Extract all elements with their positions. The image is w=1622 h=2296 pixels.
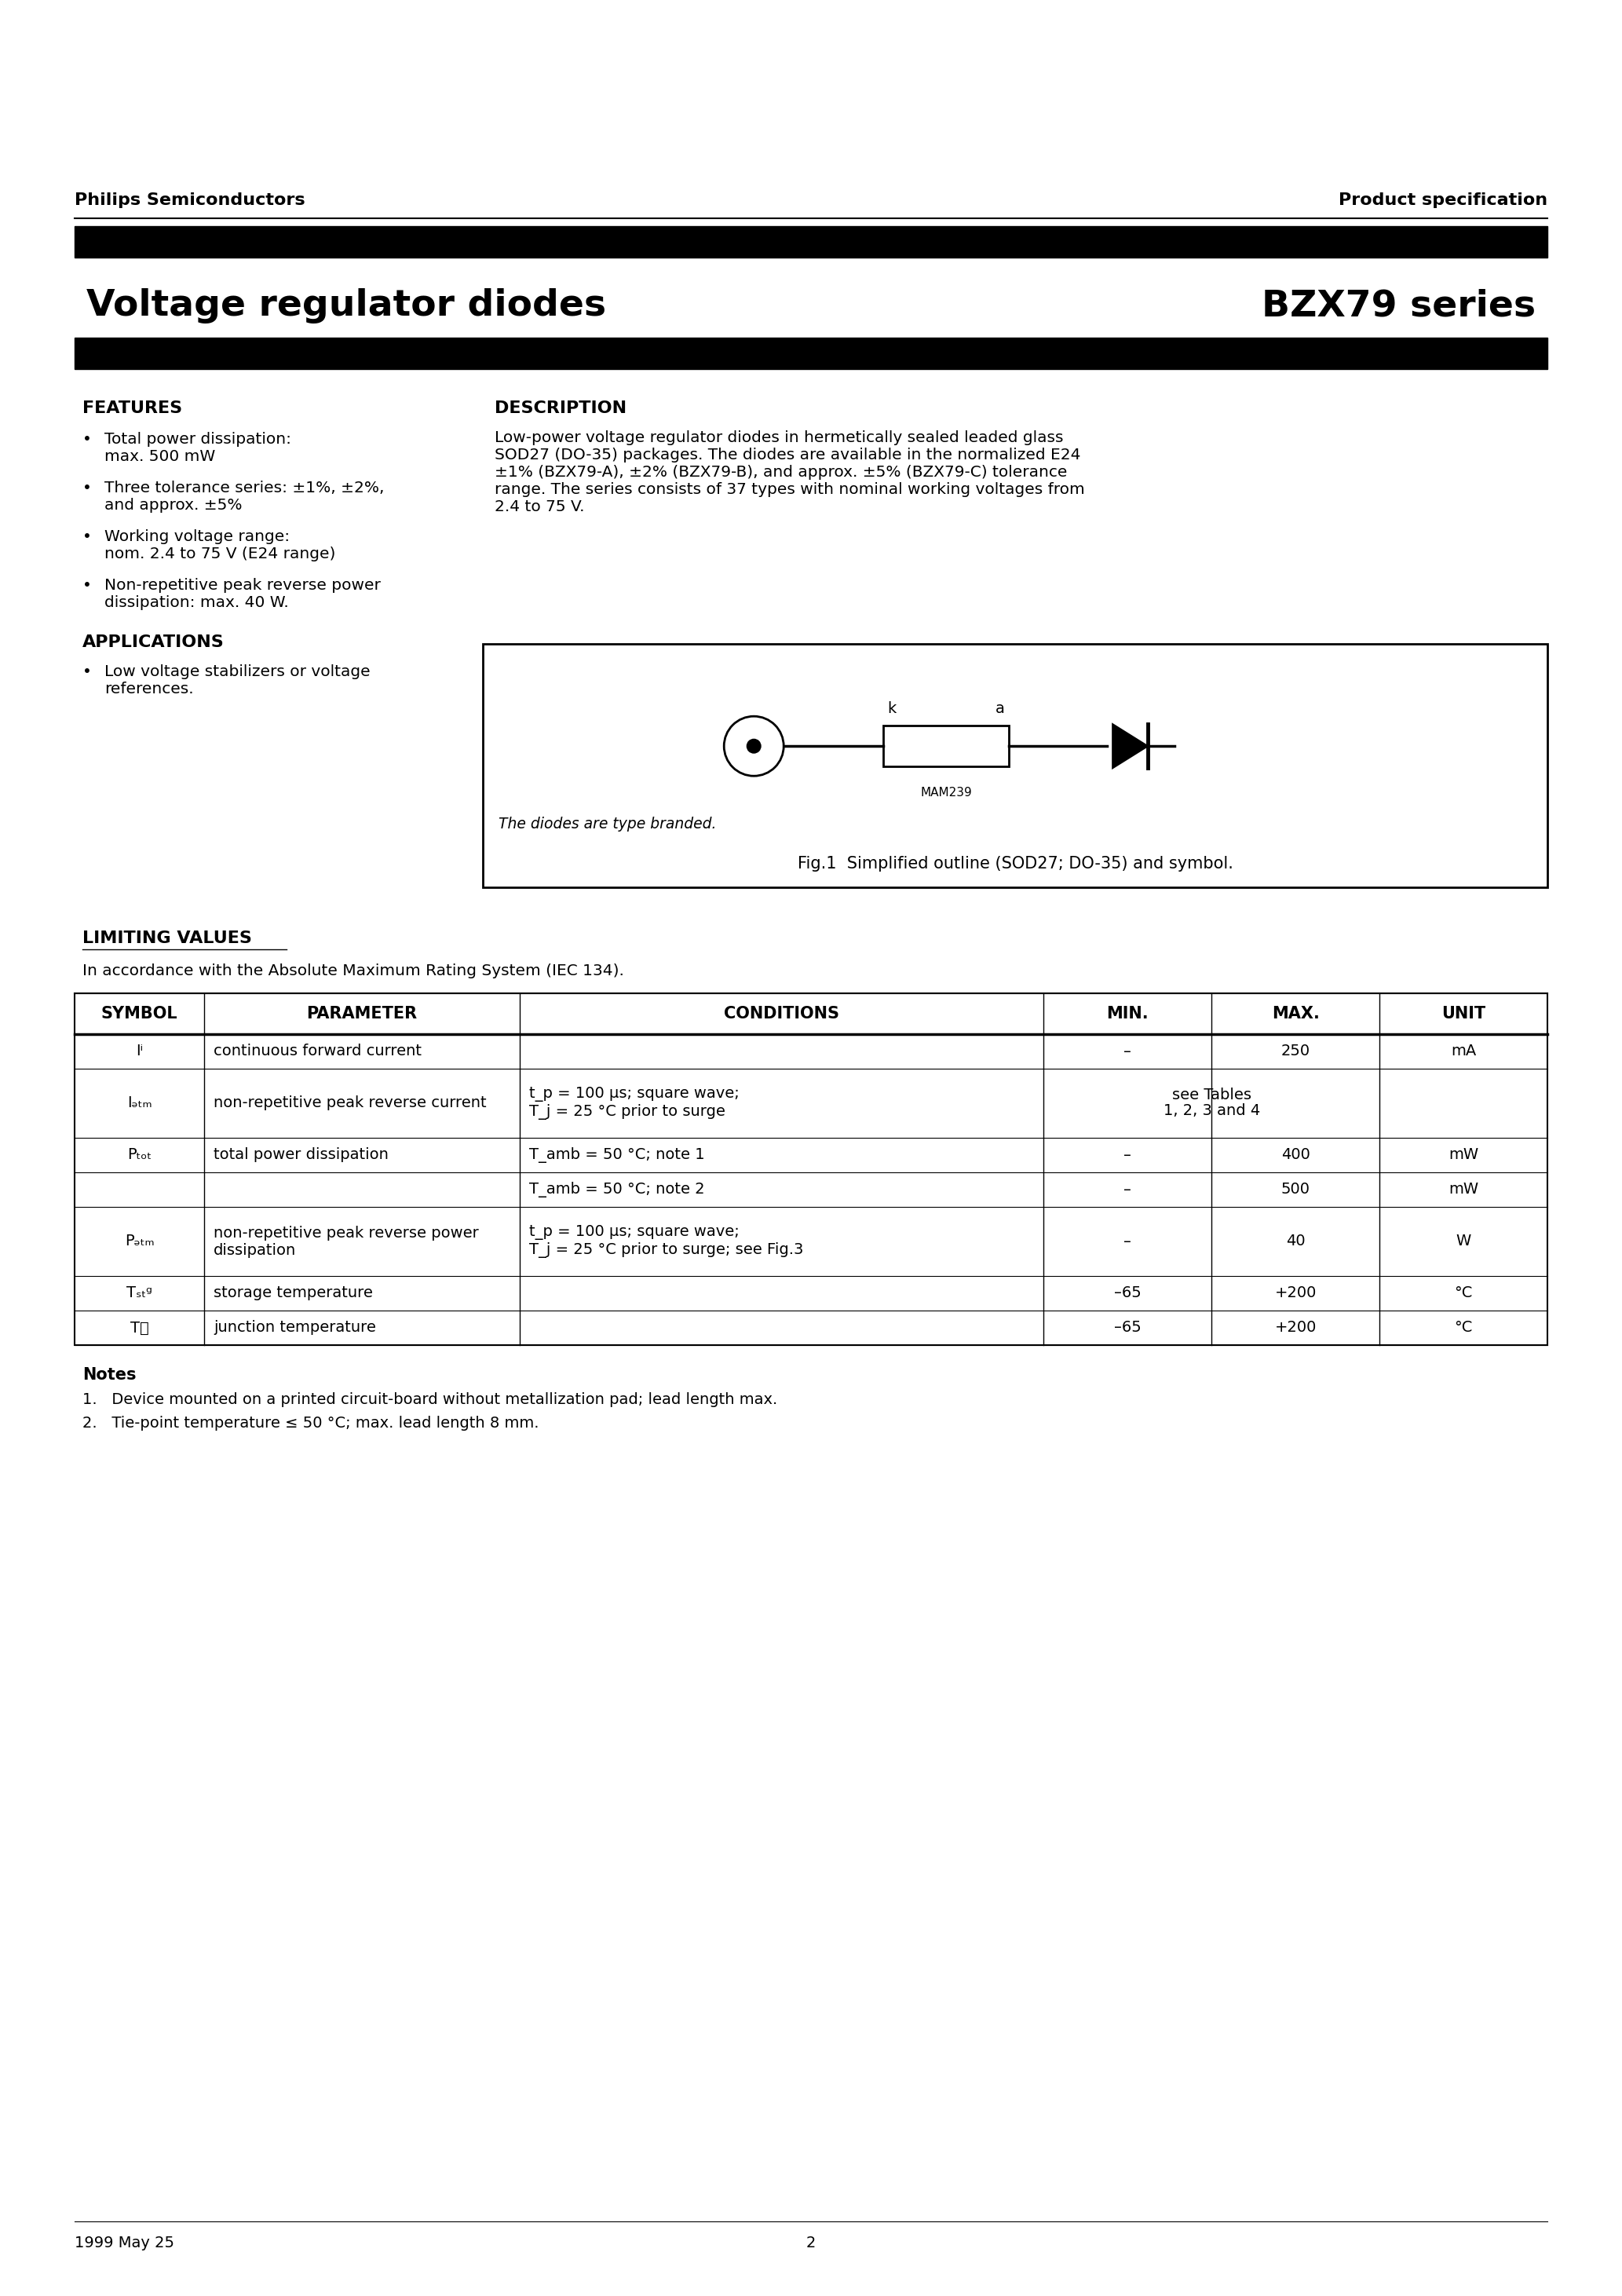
Text: PARAMETER: PARAMETER [307,1006,417,1022]
Text: mA: mA [1450,1045,1476,1058]
Text: +200: +200 [1275,1320,1317,1336]
Text: continuous forward current: continuous forward current [214,1045,422,1058]
Text: °C: °C [1455,1286,1473,1302]
Text: 1999 May 25: 1999 May 25 [75,2236,174,2250]
Text: mW: mW [1448,1148,1478,1162]
Text: Voltage regulator diodes: Voltage regulator diodes [86,289,607,324]
Text: 2: 2 [806,2236,816,2250]
Text: Total power dissipation:
max. 500 mW: Total power dissipation: max. 500 mW [104,432,292,464]
Text: 250: 250 [1281,1045,1311,1058]
Text: APPLICATIONS: APPLICATIONS [83,634,224,650]
Text: 400: 400 [1281,1148,1311,1162]
Text: •: • [83,579,92,592]
Text: +200: +200 [1275,1286,1317,1302]
Text: non-repetitive peak reverse power
dissipation: non-repetitive peak reverse power dissip… [214,1226,478,1258]
Text: –: – [1124,1045,1132,1058]
Text: •: • [83,480,92,496]
Text: Tₛₜᵍ: Tₛₜᵍ [127,1286,152,1302]
Text: 500: 500 [1281,1182,1311,1196]
Text: SYMBOL: SYMBOL [101,1006,178,1022]
Circle shape [746,739,761,753]
Text: Iₔₜₘ: Iₔₜₘ [127,1095,152,1111]
Text: 1, 2, 3 and 4: 1, 2, 3 and 4 [1163,1104,1260,1118]
Text: UNIT: UNIT [1442,1006,1486,1022]
Text: •: • [83,432,92,448]
Text: BZX79 series: BZX79 series [1262,289,1536,324]
Text: a: a [996,700,1006,716]
Circle shape [723,716,783,776]
Text: non-repetitive peak reverse current: non-repetitive peak reverse current [214,1095,487,1111]
Text: –: – [1124,1233,1132,1249]
Text: –65: –65 [1114,1320,1142,1336]
Bar [483,643,1547,886]
Text: Working voltage range:
nom. 2.4 to 75 V (E24 range): Working voltage range: nom. 2.4 to 75 V … [104,530,336,563]
Text: CONDITIONS: CONDITIONS [723,1006,839,1022]
Text: 2.   Tie-point temperature ≤ 50 °C; max. lead length 8 mm.: 2. Tie-point temperature ≤ 50 °C; max. l… [83,1417,539,1430]
Text: t_p = 100 μs; square wave;
T_j = 25 °C prior to surge: t_p = 100 μs; square wave; T_j = 25 °C p… [529,1086,740,1120]
Text: MAX.: MAX. [1272,1006,1319,1022]
Text: Pₜₒₜ: Pₜₒₜ [127,1148,151,1162]
Text: °C: °C [1455,1320,1473,1336]
Text: Product specification: Product specification [1338,193,1547,209]
Text: –: – [1124,1148,1132,1162]
Text: T_amb = 50 °C; note 2: T_amb = 50 °C; note 2 [529,1182,704,1199]
Text: mW: mW [1448,1182,1478,1196]
Text: FEATURES: FEATURES [83,400,182,416]
Bar [884,726,1009,767]
Text: LIMITING VALUES: LIMITING VALUES [83,930,251,946]
Bar [75,994,1547,1345]
Text: W: W [1457,1233,1471,1249]
Text: MAM239: MAM239 [920,788,972,799]
Polygon shape [1113,723,1148,769]
Text: •: • [83,530,92,544]
Text: Low voltage stabilizers or voltage
references.: Low voltage stabilizers or voltage refer… [104,664,370,696]
Text: Pₔₜₘ: Pₔₜₘ [125,1233,154,1249]
Text: The diodes are type branded.: The diodes are type branded. [498,817,717,831]
Text: 1.   Device mounted on a printed circuit-board without metallization pad; lead l: 1. Device mounted on a printed circuit-b… [83,1391,777,1407]
Text: T_amb = 50 °C; note 1: T_amb = 50 °C; note 1 [529,1148,704,1162]
Text: Philips Semiconductors: Philips Semiconductors [75,193,305,209]
Text: Fig.1  Simplified outline (SOD27; DO-35) and symbol.: Fig.1 Simplified outline (SOD27; DO-35) … [798,856,1233,872]
Text: In accordance with the Absolute Maximum Rating System (IEC 134).: In accordance with the Absolute Maximum … [83,964,624,978]
Bar [75,338,1547,370]
Text: total power dissipation: total power dissipation [214,1148,389,1162]
Text: •: • [83,664,92,680]
Text: –65: –65 [1114,1286,1142,1302]
Text: Tⰼ: Tⰼ [130,1320,149,1336]
Text: Notes: Notes [83,1366,136,1382]
Text: storage temperature: storage temperature [214,1286,373,1302]
Text: Low-power voltage regulator diodes in hermetically sealed leaded glass
SOD27 (DO: Low-power voltage regulator diodes in he… [495,429,1085,514]
Text: junction temperature: junction temperature [214,1320,376,1336]
Text: t_p = 100 μs; square wave;
T_j = 25 °C prior to surge; see Fig.3: t_p = 100 μs; square wave; T_j = 25 °C p… [529,1226,803,1258]
Text: –: – [1124,1182,1132,1196]
Text: DESCRIPTION: DESCRIPTION [495,400,626,416]
Bar [75,225,1547,257]
Text: Non-repetitive peak reverse power
dissipation: max. 40 W.: Non-repetitive peak reverse power dissip… [104,579,381,611]
Text: Iⁱ: Iⁱ [136,1045,143,1058]
Text: k: k [887,700,895,716]
Text: Three tolerance series: ±1%, ±2%,
and approx. ±5%: Three tolerance series: ±1%, ±2%, and ap… [104,480,384,512]
Text: MIN.: MIN. [1106,1006,1148,1022]
Text: 40: 40 [1286,1233,1306,1249]
Text: see Tables: see Tables [1173,1088,1251,1102]
